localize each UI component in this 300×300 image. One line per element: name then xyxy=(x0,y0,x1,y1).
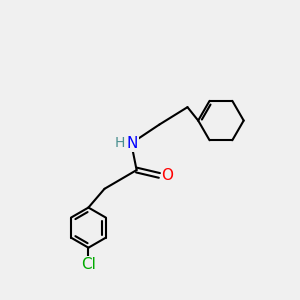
Text: Cl: Cl xyxy=(81,257,96,272)
Text: O: O xyxy=(161,168,173,183)
Text: H: H xyxy=(115,136,125,150)
Text: N: N xyxy=(127,136,138,151)
